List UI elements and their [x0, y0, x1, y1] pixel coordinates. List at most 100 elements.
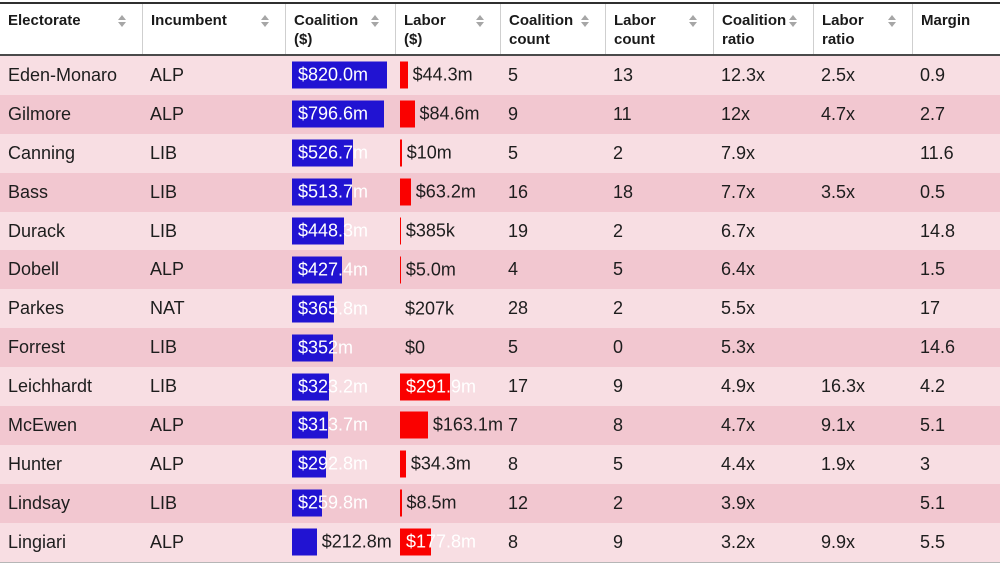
cell-incumbent: ALP	[150, 64, 185, 85]
cell-coalition-count: 4	[508, 259, 519, 280]
cell-coalition-ratio: 7.7x	[721, 181, 756, 202]
header-label: Labor count	[614, 12, 656, 48]
header-cell-coalition[interactable]: Coalition ($)	[285, 4, 395, 54]
cell-margin: 5.1	[920, 492, 946, 513]
sort-down-arrow-icon	[888, 22, 896, 27]
header-label: Coalition ($)	[294, 12, 359, 48]
cell-coalition-amount: $323.2m	[285, 367, 395, 406]
coalition-bar	[292, 373, 330, 401]
cell-labor-count: 2	[613, 492, 624, 513]
cell-margin: 3	[920, 453, 931, 474]
cell-margin: 17	[920, 298, 941, 319]
table-row: Eden-Monaro ALP $820.0m $44.3m 5 13 12.3…	[0, 56, 1000, 95]
sort-up-arrow-icon	[261, 15, 269, 20]
header-cell-labor-ratio[interactable]: Labor ratio	[813, 4, 912, 54]
coalition-bar-label: $313.7m	[298, 414, 369, 435]
sort-icon[interactable]	[476, 15, 484, 27]
cell-incumbent: LIB	[150, 492, 178, 513]
cell-labor-count: 5	[613, 259, 624, 280]
cell-coalition-ratio: 6.7x	[721, 220, 756, 241]
sort-up-arrow-icon	[118, 15, 126, 20]
cell-electorate: Hunter	[8, 453, 63, 474]
cell-labor-amount: $177.8m	[395, 523, 500, 562]
cell-coalition-count: 19	[508, 220, 529, 241]
sort-down-arrow-icon	[789, 22, 797, 27]
cell-coalition-count: 5	[508, 64, 519, 85]
sort-icon[interactable]	[888, 15, 896, 27]
sort-up-arrow-icon	[371, 15, 379, 20]
cell-electorate: Canning	[8, 142, 76, 163]
cell-coalition-count: 8	[508, 453, 519, 474]
cell-coalition-amount: $820.0m	[285, 56, 395, 95]
header-cell-labor-count[interactable]: Labor count	[605, 4, 713, 54]
header-cell-electorate[interactable]: Electorate	[0, 4, 142, 54]
header-label: Labor ratio	[822, 12, 864, 48]
sort-down-arrow-icon	[261, 22, 269, 27]
sort-icon[interactable]	[789, 15, 797, 27]
labor-bar	[400, 217, 401, 245]
labor-bar-label: $63.2m	[415, 181, 476, 202]
coalition-bar	[292, 178, 352, 206]
coalition-bar	[292, 295, 335, 323]
cell-labor-ratio: 2.5x	[821, 64, 856, 85]
cell-labor-amount: $44.3m	[395, 56, 500, 95]
labor-bar-label: $44.3m	[412, 64, 473, 85]
sort-icon[interactable]	[118, 15, 126, 27]
cell-margin: 1.5	[920, 259, 946, 280]
cell-coalition-count: 7	[508, 414, 519, 435]
cell-labor-count: 0	[613, 337, 624, 358]
sort-up-arrow-icon	[689, 15, 697, 20]
cell-coalition-ratio: 5.3x	[721, 337, 756, 358]
cell-labor-ratio: 3.5x	[821, 181, 856, 202]
cell-coalition-ratio: 4.9x	[721, 376, 756, 397]
table-row: Durack LIB $448.3m $385k 19 2 6.7x 14.8	[0, 211, 1000, 251]
cell-labor-count: 11	[613, 103, 632, 124]
coalition-bar	[292, 61, 387, 89]
cell-coalition-ratio: 4.7x	[721, 414, 756, 435]
labor-bar-label: $207k	[405, 298, 455, 319]
cell-margin: 14.6	[920, 337, 956, 358]
cell-coalition-ratio: 12.3x	[721, 64, 766, 85]
table-row: Hunter ALP $292.8m $34.3m 8 5 4.4x 1.9x …	[0, 444, 1000, 484]
table-row: Bass LIB $513.7m $63.2m 16 18 7.7x 3.5x …	[0, 172, 1000, 212]
sort-icon[interactable]	[581, 15, 589, 27]
labor-bar-label: $10m	[406, 142, 452, 163]
table-row: Leichhardt LIB $323.2m $291.9m 17 9 4.9x…	[0, 367, 1000, 407]
sort-down-arrow-icon	[118, 22, 126, 27]
cell-labor-ratio: 9.1x	[821, 414, 856, 435]
sort-icon[interactable]	[261, 15, 269, 27]
sort-icon[interactable]	[689, 15, 697, 27]
cell-coalition-count: 9	[508, 103, 519, 124]
labor-bar-label: $8.5m	[406, 492, 457, 513]
header-label: Labor ($)	[404, 12, 446, 48]
cell-coalition-amount: $796.6m	[285, 95, 395, 134]
labor-bar	[400, 100, 415, 128]
header-cell-labor[interactable]: Labor ($)	[395, 4, 500, 54]
cell-coalition-amount: $513.7m	[285, 173, 395, 212]
cell-margin: 14.8	[920, 220, 956, 241]
cell-margin: 5.5	[920, 531, 946, 552]
cell-margin: 4.2	[920, 376, 946, 397]
cell-electorate: Eden-Monaro	[8, 64, 118, 85]
sort-up-arrow-icon	[581, 15, 589, 20]
cell-margin: 0.5	[920, 181, 946, 202]
header-cell-coalition-count[interactable]: Coalition count	[500, 4, 605, 54]
sort-icon[interactable]	[371, 15, 379, 27]
cell-electorate: Lindsay	[8, 492, 71, 513]
header-cell-coalition-ratio[interactable]: Coalition ratio	[713, 4, 813, 54]
coalition-bar-label: $526.7m	[298, 142, 369, 163]
cell-labor-amount: $34.3m	[395, 445, 500, 484]
cell-electorate: McEwen	[8, 414, 78, 435]
cell-coalition-ratio: 6.4x	[721, 259, 756, 280]
labor-bar-label: $0	[405, 337, 426, 358]
cell-coalition-ratio: 3.9x	[721, 492, 756, 513]
labor-bar-label: $385k	[405, 220, 455, 241]
cell-incumbent: LIB	[150, 142, 178, 163]
coalition-bar	[292, 256, 342, 284]
labor-bar	[400, 373, 450, 401]
header-cell-incumbent[interactable]: Incumbent	[142, 4, 285, 54]
cell-labor-count: 9	[613, 376, 624, 397]
coalition-bar-label: $796.6m	[298, 103, 369, 124]
cell-electorate: Lingiari	[8, 531, 67, 552]
